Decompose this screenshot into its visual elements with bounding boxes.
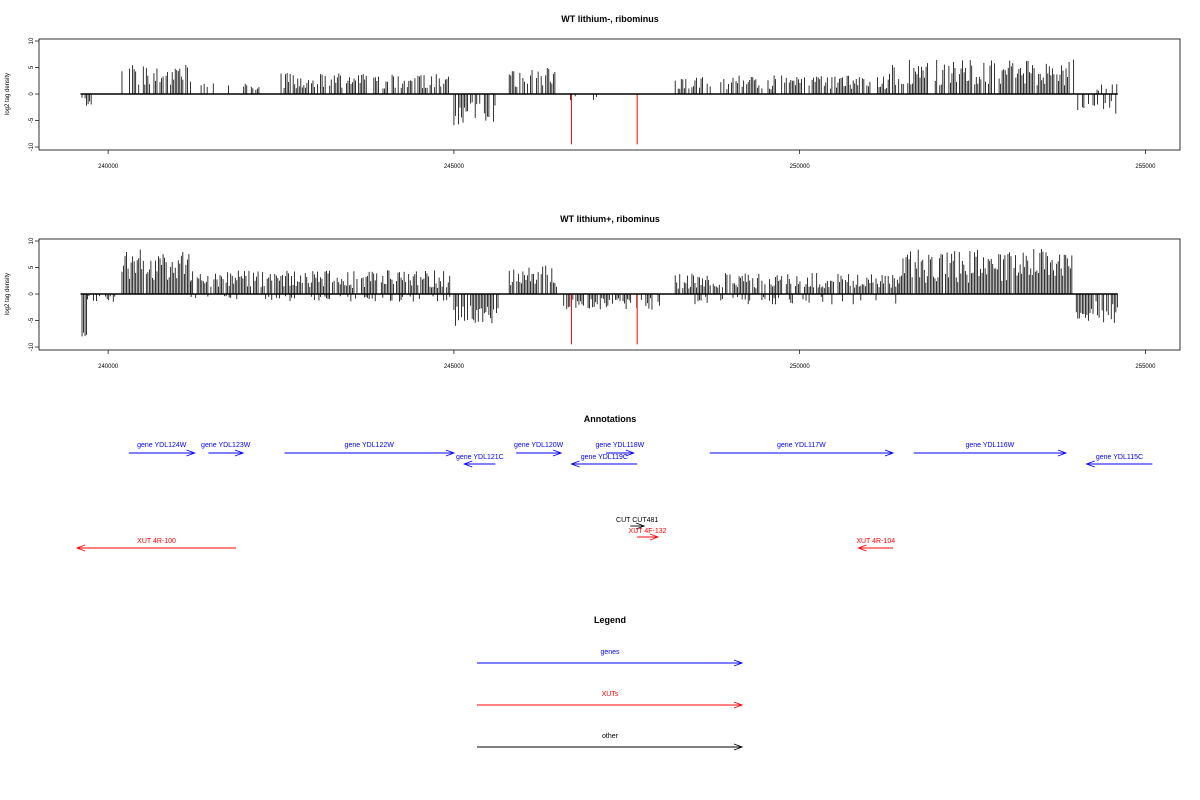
feature-xut: XUT 4R-100 (75, 538, 237, 552)
annotations-section: Annotations gene YDL124W gene YDL123W gene … (75, 414, 1153, 552)
feature-arrow-head (857, 544, 867, 552)
y-tick-label: 5 (29, 265, 35, 269)
feature-gene: gene YDL117W (709, 442, 895, 457)
feature-arrow-head (1085, 460, 1095, 468)
feature-arrow-head (884, 449, 895, 457)
feature-gene: gene YDL122W (284, 442, 456, 457)
chart-title: WT lithium-, ribominus (561, 14, 659, 24)
feature-label: XUT 4F-132 (629, 528, 667, 535)
feature-arrow-head (75, 544, 86, 552)
legend: Legend genes XUTs other (477, 615, 744, 751)
legend-arrow-head (733, 659, 744, 667)
coverage-bars (81, 249, 1118, 337)
feature-gene: gene YDL124W (128, 442, 196, 457)
y-tick-label: -10 (29, 342, 35, 351)
feature-gene: gene YDL115C (1085, 454, 1153, 468)
coverage-panel-2: WT lithium+, ribominus 240000 245000 250000… (5, 214, 1181, 370)
y-tick-label: 0 (29, 292, 35, 296)
x-tick-label: 250000 (790, 364, 811, 370)
feature-arrow-head (649, 533, 660, 541)
feature-label: gene YDL117W (777, 442, 826, 449)
y-tick-label: 10 (29, 37, 35, 44)
feature-arrow-head (234, 449, 245, 457)
legend-title: Legend (594, 615, 626, 625)
feature-label: gene YDL123W (201, 442, 251, 449)
feature-label: gene YDL118W (595, 442, 644, 449)
y-tick-label: 0 (29, 92, 35, 96)
feature-label: gene YDL115C (1096, 454, 1143, 461)
feature-arrow-head (625, 449, 635, 457)
annotations-title: Annotations (584, 414, 637, 424)
feature-arrow-head (463, 460, 473, 468)
legend-arrow-head (733, 743, 744, 751)
feature-xut: XUT 4R-104 (856, 538, 895, 552)
feature-gene: gene YDL116W (913, 442, 1068, 457)
legend-label: other (602, 733, 619, 740)
feature-xut: XUT 4F-132 (629, 528, 667, 541)
y-tick-label: 10 (29, 237, 35, 244)
feature-arrow-head (186, 449, 196, 457)
y-tick-label: -10 (29, 142, 35, 151)
feature-arrow-head (635, 522, 646, 530)
feature-arrow-head (570, 460, 580, 468)
feature-gene: gene YDL118W (595, 442, 645, 457)
coverage-panel-1: WT lithium-, ribominus 240000 245000 250000… (5, 14, 1181, 170)
feature-gene: gene YDL119C (570, 454, 638, 468)
plot-frame (38, 238, 1181, 351)
legend-item: genes (477, 649, 744, 667)
legend-label: XUTs (602, 691, 619, 698)
feature-arrow-head (445, 449, 456, 457)
x-tick-label: 240000 (98, 164, 119, 170)
feature-label: gene YDL116W (965, 442, 1014, 449)
feature-gene: gene YDL123W (201, 442, 251, 457)
legend-item: XUTs (477, 691, 744, 709)
y-axis-label: log2 tag density (5, 273, 11, 315)
feature-label: XUT 4R-104 (856, 538, 895, 545)
feature-other: CUT CUT481 (616, 517, 658, 530)
feature-arrow-head (552, 449, 563, 457)
feature-label: CUT CUT481 (616, 517, 658, 524)
feature-label: gene YDL121C (456, 454, 504, 461)
x-tick-label: 240000 (98, 364, 119, 370)
feature-label: XUT 4R-100 (137, 538, 176, 545)
legend-item: other (477, 733, 744, 751)
y-tick-label: 5 (29, 65, 35, 69)
feature-label: gene YDL122W (345, 442, 395, 449)
y-tick-label: -5 (29, 317, 35, 323)
legend-arrow-head (733, 701, 744, 709)
feature-label: gene YDL119C (581, 454, 628, 461)
x-tick-label: 250000 (790, 164, 811, 170)
chart-title: WT lithium+, ribominus (560, 214, 660, 224)
feature-label: gene YDL124W (137, 442, 187, 449)
x-tick-label: 245000 (444, 164, 465, 170)
x-tick-label: 255000 (1135, 364, 1156, 370)
y-tick-label: -5 (29, 117, 35, 123)
y-axis-label: log2 tag density (5, 73, 11, 115)
x-tick-label: 255000 (1135, 164, 1156, 170)
feature-gene: gene YDL120W (514, 442, 564, 457)
legend-label: genes (600, 649, 620, 656)
feature-gene: gene YDL121C (456, 454, 504, 468)
x-tick-label: 245000 (444, 364, 465, 370)
feature-label: gene YDL120W (514, 442, 564, 449)
coverage-bars (81, 59, 1118, 126)
feature-arrow-head (1057, 449, 1068, 457)
plot-frame (38, 38, 1181, 151)
